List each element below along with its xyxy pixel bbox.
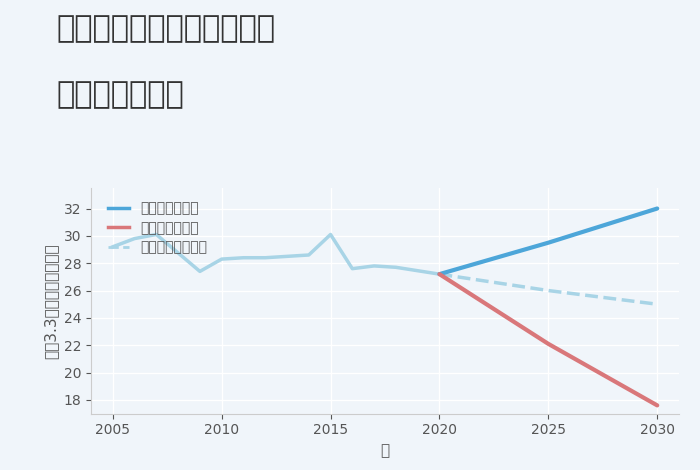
Text: 土地の価格推移: 土地の価格推移 [56, 80, 183, 109]
Text: 千葉県市原市五井中央西の: 千葉県市原市五井中央西の [56, 14, 275, 43]
Y-axis label: 坪（3.3㎡）単価（万円）: 坪（3.3㎡）単価（万円） [43, 243, 58, 359]
Legend: グッドシナリオ, バッドシナリオ, ノーマルシナリオ: グッドシナリオ, バッドシナリオ, ノーマルシナリオ [104, 197, 211, 259]
X-axis label: 年: 年 [380, 443, 390, 458]
